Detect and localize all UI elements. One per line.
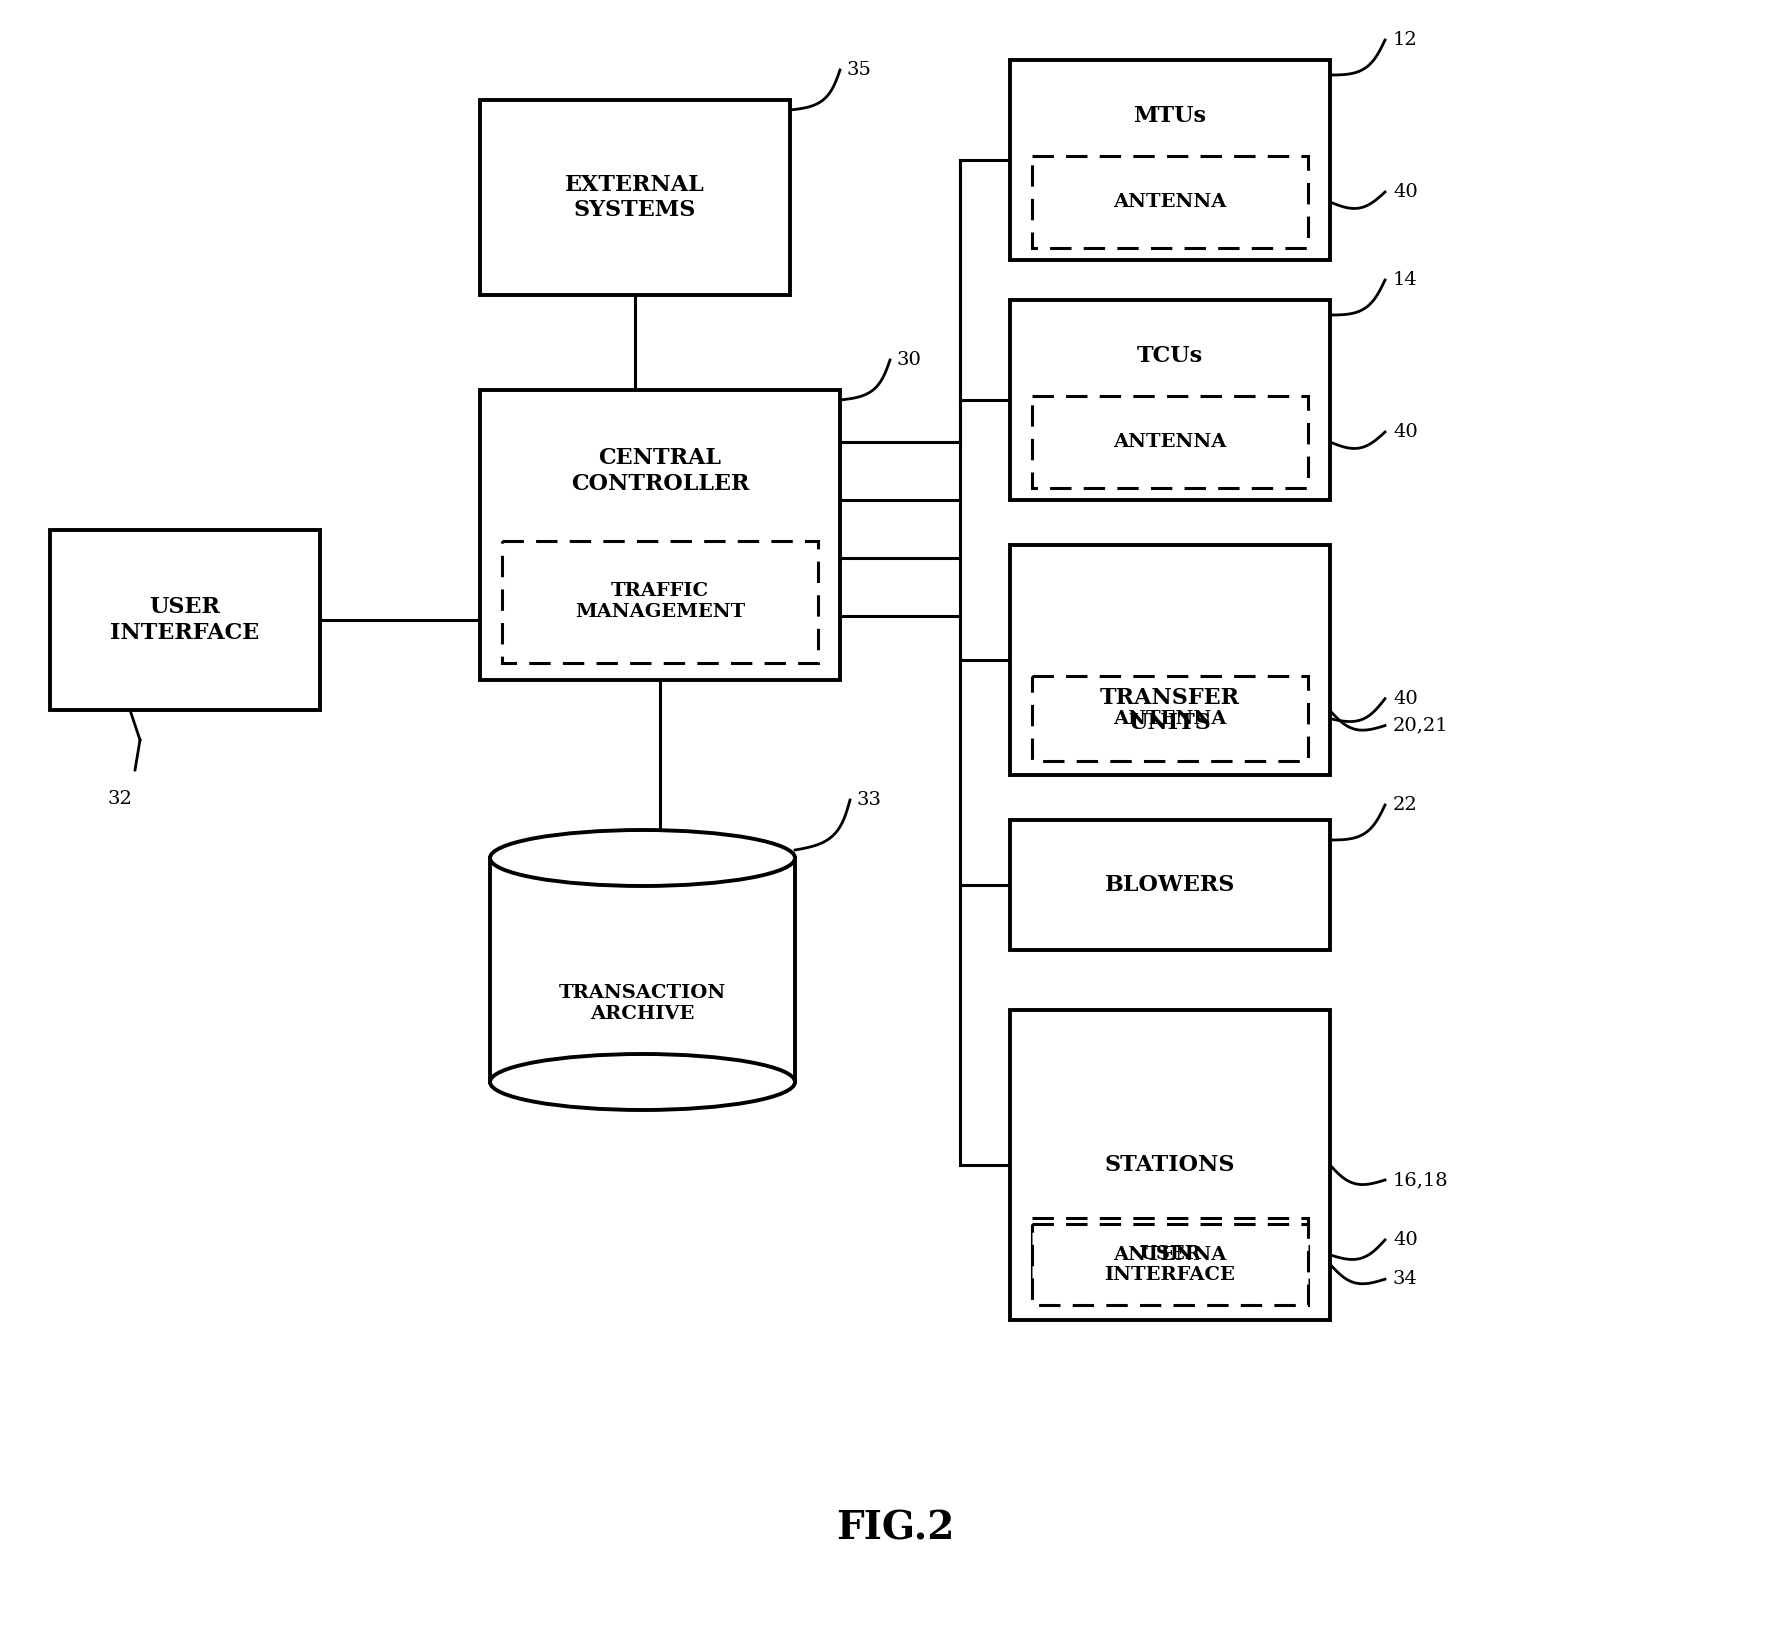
Bar xyxy=(1032,1223,1307,1304)
Bar xyxy=(1010,299,1331,500)
Text: ANTENNA: ANTENNA xyxy=(1114,432,1227,450)
Text: 40: 40 xyxy=(1393,1231,1418,1249)
Bar xyxy=(1032,156,1307,248)
Bar xyxy=(491,858,795,1082)
Text: MTUs: MTUs xyxy=(1134,105,1207,127)
Text: 32: 32 xyxy=(107,791,133,807)
Text: 33: 33 xyxy=(856,791,881,809)
Text: 35: 35 xyxy=(845,61,870,79)
Text: 12: 12 xyxy=(1393,31,1418,49)
Text: 14: 14 xyxy=(1393,271,1418,289)
Text: USER
INTERFACE: USER INTERFACE xyxy=(1105,1245,1236,1284)
Bar xyxy=(491,860,793,1082)
Text: ANTENNA: ANTENNA xyxy=(1114,192,1227,210)
Text: TRANSFER
UNITS: TRANSFER UNITS xyxy=(1100,687,1239,735)
Text: ANTENNA: ANTENNA xyxy=(1114,1246,1227,1264)
Bar xyxy=(50,529,321,710)
Text: 20,21: 20,21 xyxy=(1393,717,1449,735)
Bar xyxy=(1032,1218,1307,1292)
Text: USER
INTERFACE: USER INTERFACE xyxy=(111,597,260,644)
Text: 16,18: 16,18 xyxy=(1393,1171,1449,1189)
Text: BLOWERS: BLOWERS xyxy=(1105,875,1236,896)
Text: 40: 40 xyxy=(1393,182,1418,201)
Text: TCUs: TCUs xyxy=(1137,345,1204,367)
Bar xyxy=(1032,676,1307,761)
Text: 40: 40 xyxy=(1393,423,1418,441)
Text: 40: 40 xyxy=(1393,689,1418,707)
Text: TRANSACTION
ARCHIVE: TRANSACTION ARCHIVE xyxy=(559,985,725,1023)
Text: EXTERNAL
SYSTEMS: EXTERNAL SYSTEMS xyxy=(566,174,706,222)
Bar xyxy=(1032,396,1307,488)
Bar xyxy=(1010,1009,1331,1320)
Text: 22: 22 xyxy=(1393,796,1418,814)
Text: STATIONS: STATIONS xyxy=(1105,1154,1236,1175)
Text: FIG.2: FIG.2 xyxy=(836,1509,955,1549)
Bar xyxy=(1010,59,1331,260)
Bar xyxy=(1010,546,1331,774)
Bar xyxy=(480,100,790,294)
Text: TRAFFIC
MANAGEMENT: TRAFFIC MANAGEMENT xyxy=(575,582,745,621)
Text: 34: 34 xyxy=(1393,1271,1418,1289)
Text: CENTRAL
CONTROLLER: CENTRAL CONTROLLER xyxy=(571,447,749,495)
Ellipse shape xyxy=(491,830,795,886)
Text: ANTENNA: ANTENNA xyxy=(1114,710,1227,728)
Bar xyxy=(501,541,818,663)
Bar xyxy=(1010,820,1331,950)
Ellipse shape xyxy=(491,1054,795,1110)
Text: 30: 30 xyxy=(896,352,921,368)
Bar xyxy=(480,390,840,681)
